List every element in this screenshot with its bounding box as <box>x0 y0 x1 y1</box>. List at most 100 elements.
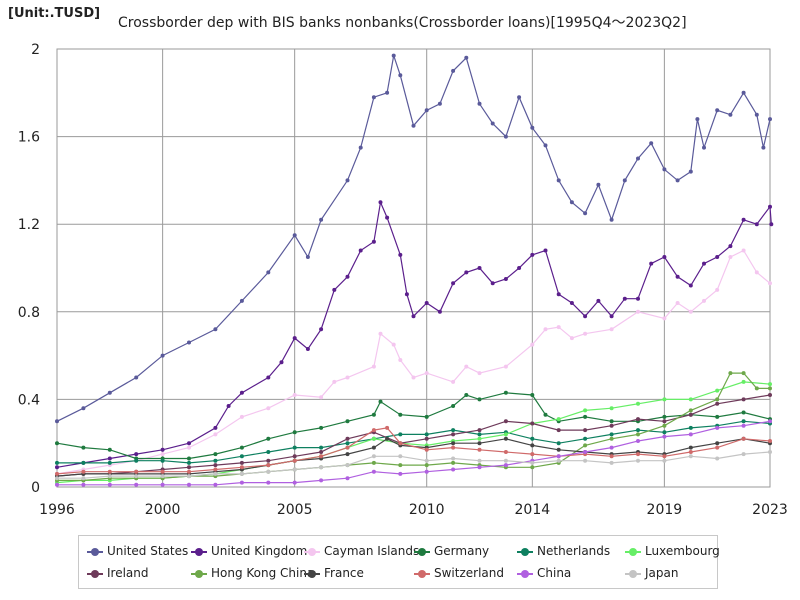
data-point <box>715 445 720 450</box>
data-point <box>371 436 376 441</box>
data-point <box>239 471 244 476</box>
grid <box>56 48 771 488</box>
data-point <box>688 412 693 417</box>
data-point <box>583 450 588 454</box>
data-point <box>636 428 640 433</box>
legend-label: United States <box>107 544 189 558</box>
data-point <box>239 480 244 485</box>
data-point <box>378 399 383 404</box>
legend-marker <box>304 569 320 578</box>
data-point <box>332 379 337 384</box>
data-point <box>371 239 376 244</box>
data-point <box>675 274 680 279</box>
data-point <box>662 397 667 402</box>
data-point <box>769 222 774 227</box>
data-point <box>213 452 218 457</box>
data-point <box>107 469 112 474</box>
data-point <box>319 478 324 483</box>
data-point <box>715 414 720 419</box>
legend-marker <box>191 547 207 556</box>
data-point <box>583 428 588 433</box>
data-point <box>715 401 720 406</box>
data-point <box>583 443 588 448</box>
data-point <box>371 445 376 450</box>
data-point <box>543 412 548 417</box>
data-point <box>477 458 482 463</box>
data-point <box>715 397 720 402</box>
data-point <box>754 112 759 117</box>
x-tick-label: 2005 <box>277 502 313 518</box>
data-point <box>715 456 720 461</box>
data-point <box>636 458 640 463</box>
data-point <box>81 482 86 487</box>
data-point <box>715 255 720 259</box>
data-point <box>107 456 112 461</box>
data-point <box>477 465 482 470</box>
data-point <box>385 425 390 430</box>
data-point <box>398 441 403 446</box>
data-point <box>371 469 376 474</box>
data-point <box>319 395 324 400</box>
data-point <box>636 439 640 443</box>
data-point <box>556 458 561 463</box>
data-point <box>292 336 297 341</box>
data-point <box>187 456 191 461</box>
data-point <box>424 432 429 437</box>
data-point <box>688 309 693 314</box>
legend-label: Cayman Islands <box>324 544 420 558</box>
data-point <box>134 375 139 380</box>
data-point <box>754 386 759 391</box>
data-point <box>411 123 416 128</box>
data-point <box>464 364 469 369</box>
data-point <box>279 360 284 365</box>
data-point <box>319 465 324 470</box>
data-point <box>292 430 297 435</box>
data-point <box>319 425 324 430</box>
data-point <box>768 439 772 443</box>
data-point <box>530 393 535 397</box>
data-point <box>688 450 693 454</box>
data-point <box>424 108 429 113</box>
data-point <box>768 281 772 286</box>
data-point <box>609 432 614 437</box>
legend-item-switzerland: Switzerland <box>414 566 504 580</box>
data-point <box>187 445 191 450</box>
data-point <box>424 469 429 474</box>
series-netherlands <box>55 419 772 465</box>
data-point <box>688 445 693 450</box>
data-point <box>477 266 482 270</box>
legend-item-netherlands: Netherlands <box>517 544 610 558</box>
data-point <box>319 445 324 450</box>
data-point <box>319 217 324 222</box>
data-point <box>636 452 640 457</box>
legend-item-ireland: Ireland <box>87 566 149 580</box>
legend: United States United Kingdom Cayman Island… <box>78 535 720 589</box>
data-point <box>556 447 561 452</box>
y-tick-label: 0.4 <box>18 392 40 408</box>
data-point <box>609 454 614 459</box>
series-china <box>55 419 772 487</box>
data-point <box>530 436 535 441</box>
data-point <box>398 73 403 78</box>
data-point <box>398 358 403 362</box>
data-point <box>371 428 376 433</box>
data-point <box>345 452 350 457</box>
data-point <box>55 476 59 481</box>
data-point <box>662 255 667 259</box>
data-point <box>530 342 535 347</box>
data-point <box>239 465 244 470</box>
data-point <box>477 447 482 452</box>
y-tick-label: 2 <box>31 42 40 58</box>
y-tick-label: 0 <box>31 480 40 496</box>
data-point <box>702 261 706 266</box>
series-germany <box>55 390 772 461</box>
legend-label: China <box>537 566 572 580</box>
series-japan <box>55 450 772 481</box>
data-point <box>649 141 654 146</box>
data-point <box>266 463 271 468</box>
data-point <box>451 467 456 472</box>
data-point <box>583 331 588 336</box>
data-point <box>688 432 693 437</box>
data-point <box>662 167 667 172</box>
data-point <box>424 371 429 376</box>
